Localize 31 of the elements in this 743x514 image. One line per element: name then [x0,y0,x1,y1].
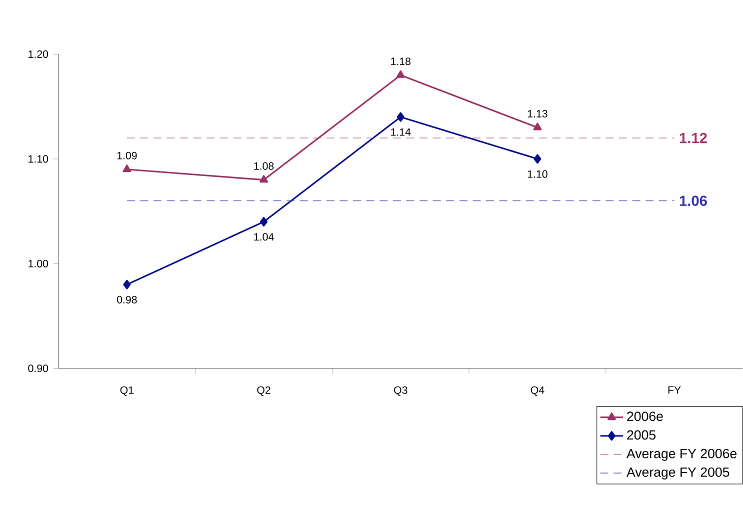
x-tick-label: Q1 [120,386,134,396]
data-label: 1.13 [528,110,548,118]
data-label: 1.06 [680,196,707,206]
x-tick-label: Q2 [257,386,270,396]
legend-label: 2006e [627,412,663,422]
data-label: 1.09 [117,152,137,160]
y-tick-label: 1.20 [28,50,48,58]
x-tick-label: FY [668,386,681,394]
y-tick-label: 0.90 [28,364,48,372]
data-label: 1.08 [254,162,274,170]
legend-label: Average FY 2006e [626,449,737,462]
point [122,164,132,172]
point [534,154,542,164]
point [396,70,405,78]
y-tick-label: 1.10 [28,155,48,163]
data-label: 1.12 [680,133,707,144]
point [260,217,268,227]
point [260,175,268,183]
data-label: 1.18 [391,58,410,66]
point [396,112,404,122]
x-tick-label: Q3 [394,386,408,396]
legend-label: Average FY 2005 [626,468,730,480]
data-label: 0.98 [116,296,137,304]
data-label: 1.14 [391,128,411,136]
y-tick-label: 1.00 [28,260,48,268]
data-label: 1.04 [254,233,274,241]
point [533,122,542,130]
x-tick-label: Q4 [530,386,544,396]
legend-label: 2005 [627,430,656,440]
point [123,280,131,290]
data-label: 1.10 [528,170,548,178]
